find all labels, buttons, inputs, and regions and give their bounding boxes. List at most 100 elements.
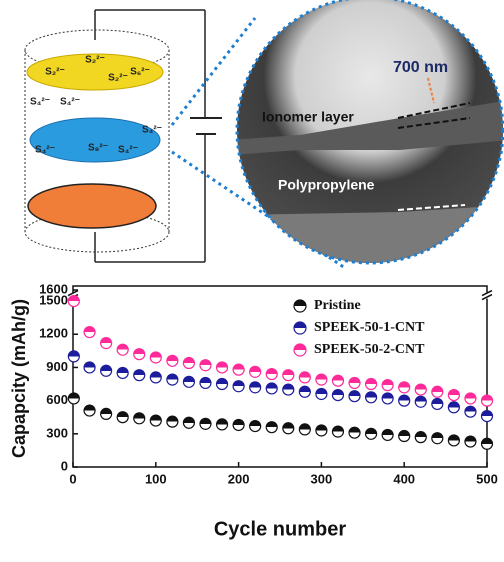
data-point [182,356,196,370]
marker-line [397,102,471,119]
data-point [199,376,212,390]
data-point [199,359,212,372]
x-axis-label: Cycle number [214,518,346,540]
data-point [100,407,113,420]
data-point [133,369,146,382]
data-point [100,364,113,377]
data-point [249,381,262,394]
x-tick-label: 100 [145,471,167,486]
ion-label: S₄²⁻ [142,125,162,136]
data-point [182,375,196,388]
membrane [29,117,161,163]
ion-label: S₄²⁻ [118,145,138,156]
data-point [348,390,361,403]
anode [27,183,157,229]
y-tick-label: 1500 [39,293,68,308]
data-point [215,377,229,391]
x-tick-label: 400 [393,471,415,486]
data-point [215,418,229,431]
axis-break [481,293,493,301]
data-point [149,414,162,427]
data-point [431,385,444,398]
zoom-line [170,17,257,126]
y-axis-label: Capapcity (mAh/g) [9,299,29,458]
data-point [182,416,196,429]
legend-label: SPEEK-50-2-CNT [314,342,425,357]
data-point [464,392,477,405]
data-point [480,437,494,450]
ion-label: S₂²⁻ [85,55,105,66]
data-point [315,373,328,386]
data-point [249,419,262,433]
legend-marker [293,321,307,335]
data-point [83,325,96,339]
data-point [464,405,477,418]
data-point [398,394,411,407]
data-point [315,387,328,401]
y-tick-label: 1200 [39,326,68,341]
data-point [464,435,477,448]
data-point [431,432,444,445]
data-point [265,421,278,434]
data-point [331,425,345,438]
micrograph: 700 nm Ionomer layer Polypropylene [235,0,504,265]
data-point [348,426,361,439]
data-point [282,383,295,396]
y-tick-label: 300 [46,425,68,440]
axis-break [481,289,493,297]
data-point [331,374,345,387]
data-point [447,388,460,402]
layer-label: Ionomer layer [262,109,354,125]
data-point [447,401,460,414]
data-point [381,392,394,405]
legend-label: Pristine [314,298,361,313]
data-point [431,397,444,411]
data-point [83,404,96,417]
data-point [364,377,378,391]
ion-label: S₄²⁻ [35,145,55,156]
ionomer-layer [237,100,503,155]
data-point [398,381,411,394]
data-point [149,351,162,364]
data-point [414,383,427,396]
data-point [282,422,295,435]
substrate [237,205,503,263]
data-point [100,337,113,350]
ions: S₂²⁻S₂²⁻S₄²⁻S₂²⁻S₆²⁻S₄²⁻S₄²⁻S₈²⁻ S₄²⁻S₄²⁻ [30,55,162,156]
data-point [315,424,328,437]
data-point [232,418,245,432]
y-tick-label: 1600 [39,281,68,296]
y-tick-label: 900 [46,359,68,374]
data-point [414,431,427,444]
data-point [381,379,394,392]
data-point [133,348,146,361]
axis-break [482,292,492,299]
data-point [398,429,411,443]
data-point [364,391,378,404]
scale-label: 700 nm [393,59,448,76]
data-point [265,367,278,381]
legend-marker [293,343,307,357]
layer-label: Polypropylene [278,177,375,193]
data-point [67,294,80,308]
data-point [480,410,494,423]
axis-break [67,289,79,297]
y-tick-label: 600 [46,392,68,407]
data-point [480,394,494,407]
plot-frame [72,285,488,468]
data-point [447,434,460,447]
data-point [199,417,212,430]
ion-label: S₄²⁻ [60,97,80,108]
data-point [83,361,96,374]
marker-line [397,204,466,211]
data-point [298,385,311,398]
data-point [215,361,229,374]
x-tick-label: 200 [228,471,250,486]
data-point [249,365,262,378]
data-point [149,371,162,384]
cathode [26,53,164,91]
data-point [265,382,278,395]
